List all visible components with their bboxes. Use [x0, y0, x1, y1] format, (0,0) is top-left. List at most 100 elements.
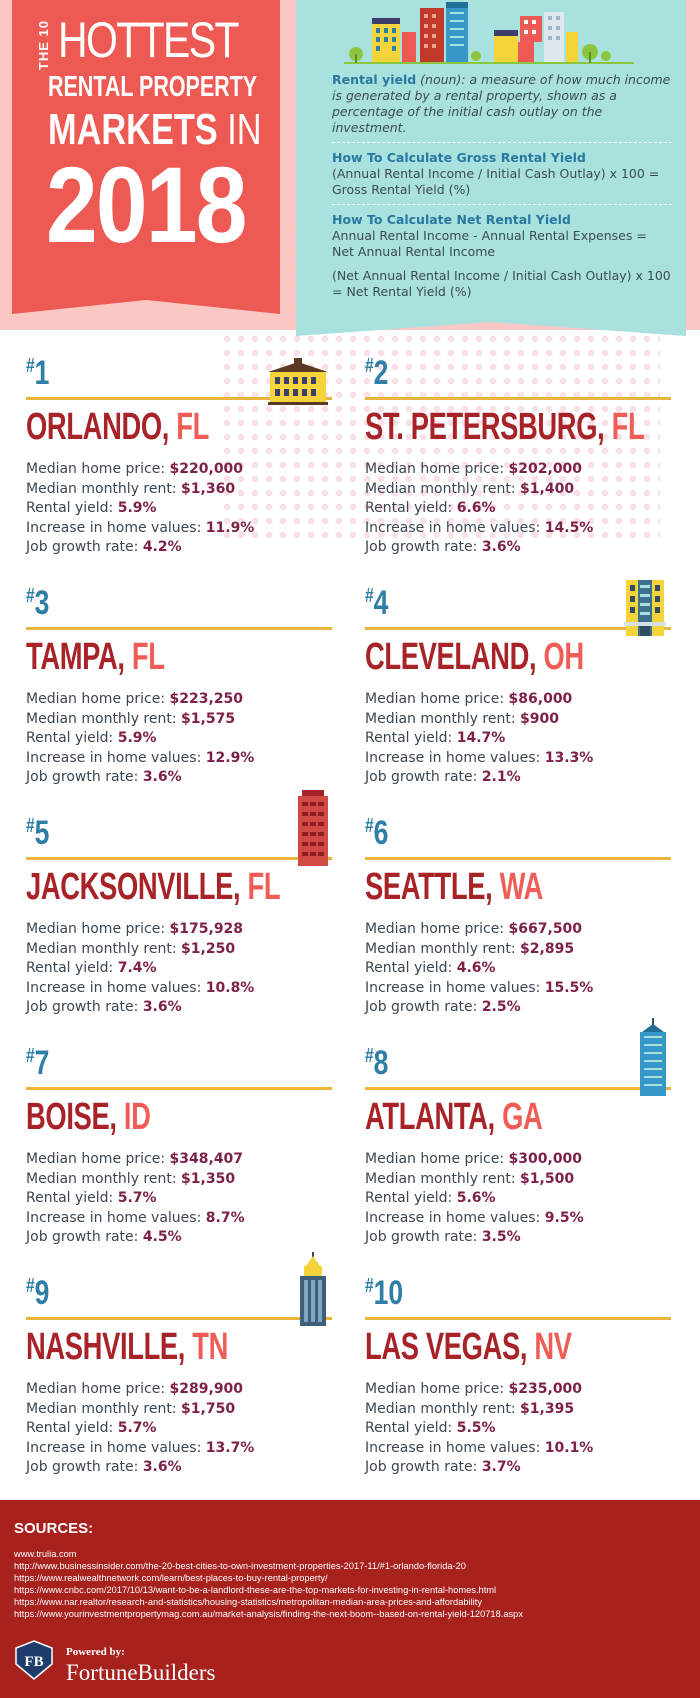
blue-skyscraper-icon: [640, 1018, 666, 1096]
city-rank: #8: [365, 1045, 388, 1081]
source-link[interactable]: http://www.businessinsider.com/the-20-be…: [14, 1561, 466, 1571]
stat-label: Increase in home values:: [365, 749, 545, 766]
city-name: ST. PETERSBURG, FL: [365, 407, 645, 447]
stat-label: Increase in home values:: [26, 749, 206, 766]
rank-hash: #: [26, 355, 35, 377]
stat-label: Job growth rate:: [26, 1459, 143, 1475]
stat-value: 6.6%: [456, 500, 496, 516]
city-stats: Median home price: $86,000 Median monthly…: [365, 690, 675, 788]
city-skyline-icon: [344, 2, 634, 64]
stat-median-rent: Median monthly rent: $1,750: [26, 1400, 336, 1420]
rank-hash: #: [365, 1275, 374, 1297]
stat-value: 9.5%: [544, 1209, 584, 1226]
city-stats: Median home price: $175,928 Median monthl…: [26, 920, 336, 1018]
stat-value: 3.6%: [481, 539, 521, 555]
stat-value: 5.9%: [117, 500, 157, 516]
city-stats: Median home price: $289,900 Median monthl…: [26, 1380, 336, 1478]
stat-value: 14.5%: [544, 519, 594, 536]
logo-text: FB: [24, 1654, 43, 1670]
stat-label: Job growth rate:: [365, 1459, 482, 1475]
stat-median-rent: Median monthly rent: $900: [365, 710, 675, 730]
sources-footer: SOURCES: www.trulia.com http://www.busin…: [0, 1500, 700, 1698]
stat-value: $2,895: [520, 940, 575, 957]
red-office-tower-icon: [298, 790, 328, 866]
stat-median-rent: Median monthly rent: $1,575: [26, 710, 336, 730]
stat-label: Median monthly rent:: [365, 1400, 521, 1417]
stat-median-price: Median home price: $348,407: [26, 1150, 336, 1170]
stat-rental-yield: Rental yield: 5.6%: [365, 1189, 675, 1209]
stat-median-rent: Median monthly rent: $2,895: [365, 940, 675, 960]
stat-label: Increase in home values:: [26, 979, 206, 996]
city-stats: Median home price: $235,000 Median monthl…: [365, 1380, 675, 1478]
stat-label: Median home price:: [365, 691, 509, 707]
title-in: IN: [227, 105, 262, 154]
brand-name: FortuneBuilders: [66, 1660, 216, 1685]
stat-value: 5.5%: [456, 1420, 496, 1436]
stat-value: 13.7%: [205, 1439, 255, 1456]
net-yield-heading: How To Calculate Net Rental Yield: [332, 212, 571, 227]
rank-number: 10: [373, 1274, 404, 1312]
stat-label: Median monthly rent:: [26, 1170, 182, 1187]
stat-value: 14.7%: [456, 730, 506, 746]
title-markets-in: MARKETS IN: [48, 108, 262, 152]
stat-value-increase: Increase in home values: 10.1%: [365, 1439, 675, 1459]
stat-value: 15.5%: [544, 979, 594, 996]
source-link[interactable]: www.trulia.com: [14, 1549, 77, 1559]
stat-value: 5.6%: [456, 1190, 496, 1206]
source-link[interactable]: https://www.yourinvestmentpropertymag.co…: [14, 1609, 523, 1619]
rank-divider: [365, 627, 671, 630]
stat-value: $202,000: [508, 461, 583, 477]
stat-job-growth: Job growth rate: 3.6%: [26, 1458, 336, 1478]
city-name: TAMPA, FL: [26, 637, 165, 677]
stat-label: Job growth rate:: [365, 769, 482, 785]
stat-value: 5.7%: [117, 1190, 157, 1206]
stat-value: 3.6%: [142, 769, 182, 785]
sources-list: www.trulia.com http://www.businessinside…: [14, 1548, 694, 1620]
stat-label: Median home price:: [365, 921, 509, 937]
stat-value: $1,350: [181, 1170, 236, 1187]
stat-label: Rental yield:: [365, 960, 457, 976]
stat-label: Median monthly rent:: [26, 1400, 182, 1417]
stat-rental-yield: Rental yield: 7.4%: [26, 959, 336, 979]
rank-divider: [26, 1317, 332, 1320]
stat-value: 2.1%: [481, 769, 521, 785]
stat-value: $86,000: [508, 691, 573, 707]
stat-median-price: Median home price: $175,928: [26, 920, 336, 940]
source-link[interactable]: https://www.cnbc.com/2017/10/13/want-to-…: [14, 1585, 497, 1595]
stat-job-growth: Job growth rate: 3.6%: [26, 998, 336, 1018]
stat-label: Rental yield:: [365, 500, 457, 516]
stat-job-growth: Job growth rate: 4.2%: [26, 538, 336, 558]
stat-label: Job growth rate:: [26, 1229, 143, 1245]
stat-median-price: Median home price: $86,000: [365, 690, 675, 710]
title-hottest: HOTTEST: [58, 12, 239, 68]
stat-label: Median home price:: [365, 1381, 509, 1397]
stat-value: $1,500: [520, 1170, 575, 1187]
source-link[interactable]: https://www.nar.realtor/research-and-sta…: [14, 1597, 482, 1607]
rank-divider: [365, 1087, 671, 1090]
state-label: WA: [499, 866, 544, 908]
stat-median-rent: Median monthly rent: $1,350: [26, 1170, 336, 1190]
stat-value: 7.4%: [117, 960, 157, 976]
stat-value: 4.5%: [142, 1229, 182, 1245]
stat-label: Job growth rate:: [365, 539, 482, 555]
title-rental-property: RENTAL PROPERTY: [48, 71, 258, 103]
stat-label: Increase in home values:: [365, 979, 545, 996]
stat-label: Rental yield:: [26, 730, 118, 746]
stat-value: $300,000: [508, 1151, 583, 1167]
stat-value: 3.6%: [142, 999, 182, 1015]
city-stats: Median home price: $348,407 Median monthl…: [26, 1150, 336, 1248]
stat-value-increase: Increase in home values: 13.7%: [26, 1439, 336, 1459]
city-label: JACKSONVILLE,: [26, 866, 241, 908]
stat-label: Median home price:: [26, 1151, 170, 1167]
stat-value: 5.9%: [117, 730, 157, 746]
city-rank: #2: [365, 355, 388, 391]
stat-median-rent: Median monthly rent: $1,500: [365, 1170, 675, 1190]
stat-median-price: Median home price: $300,000: [365, 1150, 675, 1170]
source-link[interactable]: https://www.realwealthnetwork.com/learn/…: [14, 1573, 328, 1583]
stat-value: $1,250: [181, 940, 236, 957]
stat-median-price: Median home price: $223,250: [26, 690, 336, 710]
stat-value: $289,900: [169, 1381, 244, 1397]
stat-value: 4.2%: [142, 539, 182, 555]
stat-label: Rental yield:: [26, 1420, 118, 1436]
city-rank: #6: [365, 815, 388, 851]
